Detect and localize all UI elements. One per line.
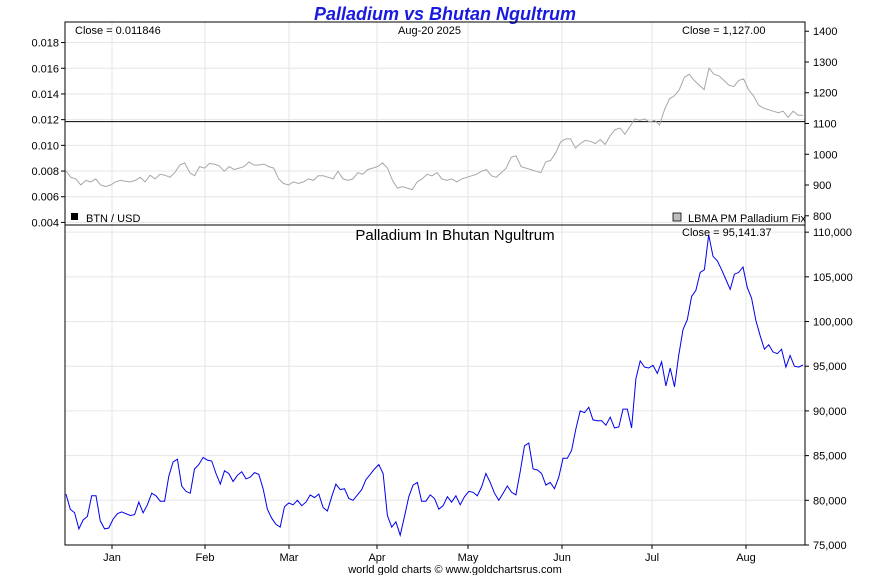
top-left-tick-label: 0.006 [31, 192, 59, 204]
top-left-tick-label: 0.008 [31, 166, 59, 178]
close-lbma-label: Close = 1,127.00 [682, 25, 765, 37]
palladium-btn-line [65, 234, 804, 538]
legend-lbma: LBMA PM Palladium Fix [688, 213, 806, 225]
x-tick-label: Mar [280, 552, 299, 564]
date-label: Aug-20 2025 [398, 25, 461, 37]
x-axis: Jan Feb Mar Apr May Jun Jul Aug [103, 545, 756, 564]
close-main-label: Close = 95,141.37 [682, 227, 772, 239]
x-tick-label: May [458, 552, 479, 564]
top-panel-frame [64, 21, 806, 226]
top-left-tick-label: 0.010 [31, 140, 59, 152]
close-ratio-label: Close = 0.011846 [75, 25, 161, 37]
top-right-tick-label: 1200 [813, 88, 837, 100]
legend-swatch-lbma [672, 212, 682, 222]
main-chart-title: Palladium In Bhutan Ngultrum [355, 227, 554, 244]
top-gridlines [65, 22, 805, 225]
top-left-tick-label: 0.018 [31, 38, 59, 50]
main-right-axis: 110,000 105,000 100,000 95,000 90,000 85,000 8… [805, 227, 853, 552]
top-left-tick-label: 0.004 [31, 217, 59, 229]
main-right-tick-label: 80,000 [813, 495, 847, 507]
top-right-tick-label: 900 [813, 180, 831, 192]
chart-title: Palladium vs Bhutan Ngultrum [314, 4, 576, 24]
top-right-axis: 1400 1300 1200 1100 1000 900 800 [805, 26, 837, 223]
main-gridlines [65, 225, 805, 546]
top-left-tick-label: 0.016 [31, 63, 59, 75]
top-right-tick-label: 1100 [813, 119, 837, 131]
top-right-tick-label: 1300 [813, 57, 837, 69]
top-left-tick-label: 0.014 [31, 89, 59, 101]
x-tick-label: Jan [103, 552, 121, 564]
top-panel: Close = 0.011846 Aug-20 2025 Close = 1,1… [31, 21, 837, 229]
top-right-tick-label: 800 [813, 211, 831, 223]
main-right-tick-label: 85,000 [813, 451, 847, 463]
main-right-tick-label: 100,000 [813, 317, 853, 329]
main-panel: Palladium In Bhutan Ngultrum Close = 95,… [64, 224, 853, 564]
top-right-tick-label: 1000 [813, 149, 837, 161]
top-left-axis: 0.018 0.016 0.014 0.012 0.010 0.008 0.006 0.004 [31, 38, 65, 229]
main-right-tick-label: 75,000 [813, 540, 847, 552]
x-tick-label: Apr [368, 552, 385, 564]
top-right-tick-label: 1400 [813, 26, 837, 38]
main-right-tick-label: 105,000 [813, 272, 853, 284]
lbma-palladium-fix-line [65, 66, 803, 191]
main-panel-frame [64, 224, 806, 546]
x-tick-label: Aug [736, 552, 756, 564]
x-tick-label: Jul [645, 552, 659, 564]
main-right-tick-label: 95,000 [813, 361, 847, 373]
x-tick-label: Jun [553, 552, 571, 564]
legend-btn-usd: BTN / USD [86, 213, 140, 225]
main-right-tick-label: 90,000 [813, 406, 847, 418]
main-right-tick-label: 110,000 [813, 227, 852, 239]
x-tick-label: Feb [196, 552, 215, 564]
footer-credit: world gold charts © www.goldchartsrus.co… [347, 564, 562, 575]
legend-swatch-btn [71, 213, 78, 220]
top-left-tick-label: 0.012 [31, 115, 59, 127]
